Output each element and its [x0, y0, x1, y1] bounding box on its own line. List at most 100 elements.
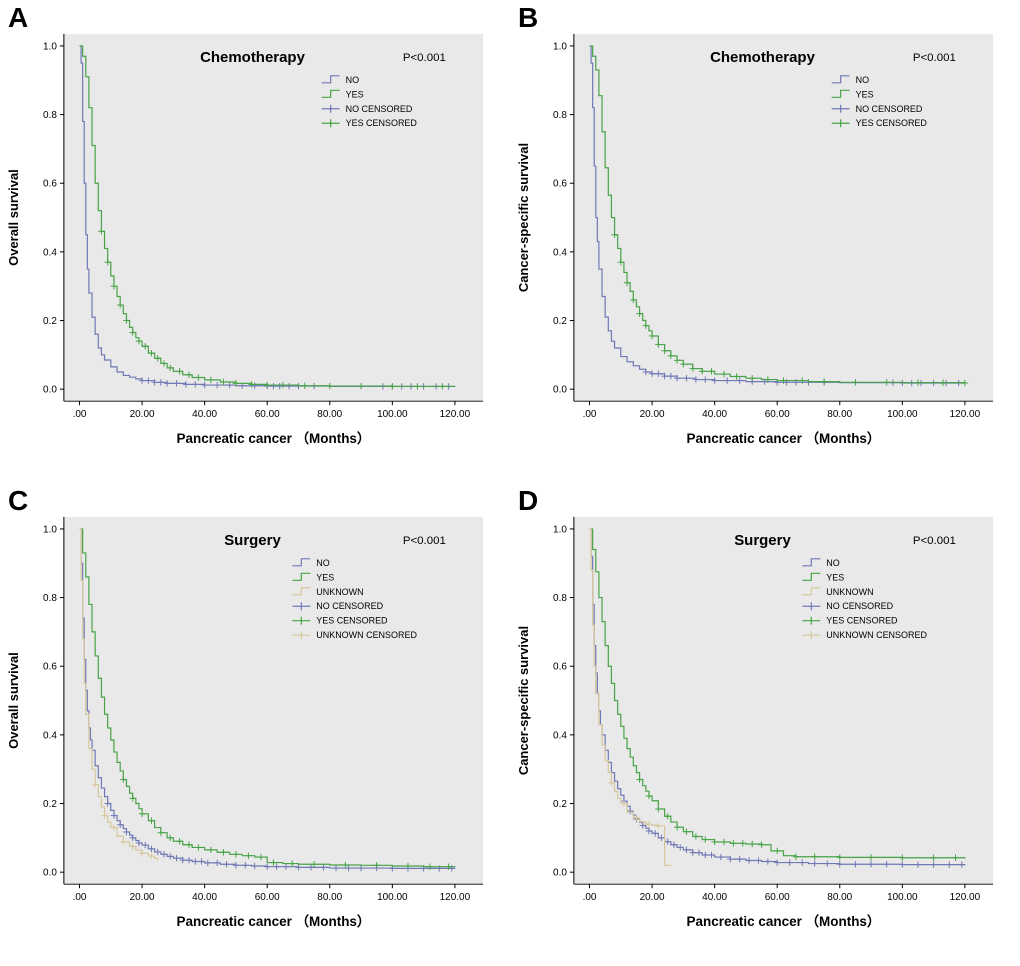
y-tick-label: 0.2 — [553, 799, 567, 810]
x-tick-label: .00 — [73, 892, 87, 903]
chart-title: Chemotherapy — [200, 49, 305, 66]
x-tick-label: .00 — [73, 409, 87, 420]
x-tick-label: 100.00 — [887, 892, 918, 903]
x-tick-label: 20.00 — [640, 409, 665, 420]
x-axis-label: Pancreatic cancer （Months） — [687, 431, 881, 446]
legend-label: NO — [856, 75, 869, 85]
x-axis-label: Pancreatic cancer （Months） — [177, 431, 371, 446]
legend-swatch-step — [321, 75, 340, 84]
y-tick-label: 0.4 — [43, 247, 57, 258]
x-tick-label: 80.00 — [827, 409, 852, 420]
plot-area — [573, 33, 994, 402]
legend-swatch-step — [292, 558, 311, 567]
censor-marks-yes — [98, 228, 446, 390]
y-tick-label: 0.4 — [553, 730, 567, 741]
y-tick-label: 0.2 — [553, 316, 567, 327]
x-tick-label: 40.00 — [192, 409, 217, 420]
censor-marks-unknown — [91, 781, 155, 860]
km-chart-B: .00 20.00 40.00 60.00 80.00 100.00 120.00 0.0 0.… — [516, 33, 994, 446]
plot-area — [573, 516, 994, 885]
legend: NO YES NO CENSORED YES CENSORED — [321, 75, 418, 128]
x-tick-label: .00 — [583, 892, 597, 903]
x-tick-label: 120.00 — [950, 892, 981, 903]
censor-marks-no — [642, 368, 962, 387]
x-axis-label: Pancreatic cancer （Months） — [177, 914, 371, 929]
km-chart-D: .00 20.00 40.00 60.00 80.00 100.00 120.00 0.0 0.… — [516, 516, 994, 929]
y-tick-label: 0.6 — [43, 662, 57, 673]
y-axis-label: Overall survival — [6, 169, 21, 266]
chart-title: Surgery — [224, 532, 281, 549]
censor-marks-no — [104, 800, 455, 872]
plot-area — [63, 516, 484, 885]
panel-letter-b: B — [518, 2, 540, 33]
legend-label: YES — [316, 572, 334, 582]
legend-label: NO CENSORED — [826, 601, 893, 611]
y-axis-label: Cancer-specific survival — [516, 626, 531, 775]
km-chart-host-a: .00 20.00 40.00 60.00 80.00 100.00 120.00 0.0 0.… — [0, 0, 510, 483]
legend-label: YES CENSORED — [856, 118, 928, 128]
x-tick-label: 80.00 — [317, 409, 342, 420]
legend-swatch-step — [292, 587, 311, 596]
p-value: P<0.001 — [913, 535, 956, 547]
y-tick-label: 0.0 — [43, 868, 57, 879]
legend-label: NO CENSORED — [346, 104, 413, 114]
legend-label: YES — [856, 89, 874, 99]
x-tick-label: 100.00 — [887, 409, 918, 420]
y-tick-label: 0.2 — [43, 799, 57, 810]
km-chart-C: .00 20.00 40.00 60.00 80.00 100.00 120.00 0.0 0.… — [6, 516, 484, 929]
legend-swatch-step — [831, 89, 850, 98]
x-tick-label: 120.00 — [950, 409, 981, 420]
y-tick-label: 1.0 — [43, 524, 57, 535]
panel-letter-c: C — [8, 485, 30, 516]
legend-swatch-step — [802, 558, 821, 567]
x-tick-label: 20.00 — [640, 892, 665, 903]
y-tick-label: 0.8 — [553, 593, 567, 604]
legend-label: YES CENSORED — [316, 616, 388, 626]
chart-title: Surgery — [734, 532, 791, 549]
y-tick-label: 0.0 — [553, 385, 567, 396]
y-tick-label: 0.0 — [553, 868, 567, 879]
legend-label: NO — [316, 558, 329, 568]
legend: NO YES NO CENSORED YES CENSORED — [831, 75, 928, 128]
legend-label: YES — [346, 89, 364, 99]
legend: NO YES UNKNOWN NO CENSORED YES CENSORED UNKNO… — [292, 558, 417, 640]
legend-label: YES CENSORED — [346, 118, 418, 128]
y-tick-label: 0.0 — [43, 385, 57, 396]
legend-label: UNKNOWN CENSORED — [316, 630, 417, 640]
panel-b: B .00 20.00 40.00 60.00 80.00 100.00 120.00 0.0… — [510, 0, 1020, 483]
legend-label: NO CENSORED — [856, 104, 923, 114]
legend-swatch-step — [292, 572, 311, 581]
km-chart-host-d: .00 20.00 40.00 60.00 80.00 100.00 120.00 0.0 0.… — [510, 483, 1020, 966]
y-axis-label: Overall survival — [6, 652, 21, 749]
y-tick-label: 0.8 — [43, 593, 57, 604]
y-tick-label: 0.8 — [553, 110, 567, 121]
x-tick-label: 20.00 — [130, 409, 155, 420]
x-tick-label: 60.00 — [765, 409, 790, 420]
x-tick-label: 40.00 — [702, 409, 727, 420]
y-tick-label: 1.0 — [553, 524, 567, 535]
panel-letter-d: D — [518, 485, 540, 516]
legend-label: NO CENSORED — [316, 601, 383, 611]
x-tick-label: 120.00 — [440, 892, 471, 903]
legend: NO YES UNKNOWN NO CENSORED YES CENSORED UNKNO… — [802, 558, 927, 640]
y-tick-label: 0.4 — [553, 247, 567, 258]
chart-title: Chemotherapy — [710, 49, 815, 66]
legend-label: YES CENSORED — [826, 616, 898, 626]
y-tick-label: 0.6 — [553, 179, 567, 190]
y-tick-label: 1.0 — [43, 41, 57, 52]
legend-swatch-step — [831, 75, 850, 84]
km-chart-A: .00 20.00 40.00 60.00 80.00 100.00 120.00 0.0 0.… — [6, 33, 484, 446]
y-tick-label: 0.6 — [553, 662, 567, 673]
legend-swatch-step — [802, 587, 821, 596]
x-tick-label: 80.00 — [317, 892, 342, 903]
km-chart-host-b: .00 20.00 40.00 60.00 80.00 100.00 120.00 0.0 0.… — [510, 0, 1020, 483]
legend-label: NO — [346, 75, 359, 85]
panel-c: C .00 20.00 40.00 60.00 80.00 100.00 120.00 0.0… — [0, 483, 510, 966]
legend-label: UNKNOWN — [826, 587, 873, 597]
y-tick-label: 1.0 — [553, 41, 567, 52]
panel-d: D .00 20.00 40.00 60.00 80.00 100.00 120.00 0.0… — [510, 483, 1020, 966]
plot-area — [63, 33, 484, 402]
legend-label: UNKNOWN CENSORED — [826, 630, 927, 640]
km-chart-host-c: .00 20.00 40.00 60.00 80.00 100.00 120.00 0.0 0.… — [0, 483, 510, 966]
